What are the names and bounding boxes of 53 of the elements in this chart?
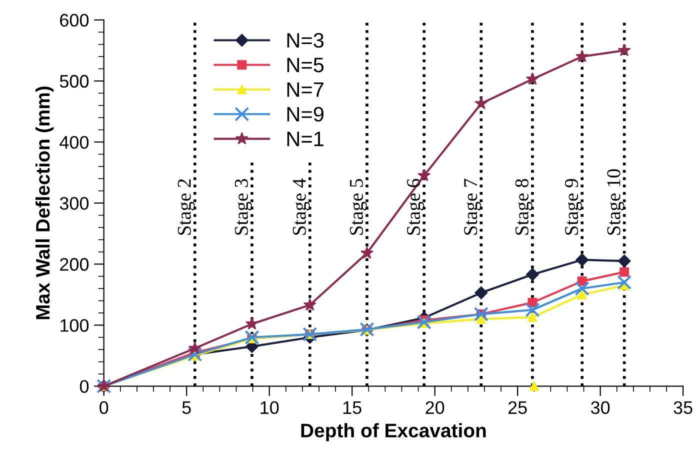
y-tick-label: 300 xyxy=(60,196,89,210)
x-tick-label: 25 xyxy=(508,401,527,414)
point xyxy=(620,267,630,277)
ref-line-label: Stage 7 xyxy=(464,178,482,235)
y-axis-title: Max Wall Deflection (mm) xyxy=(35,86,54,320)
x-tick-label: 35 xyxy=(674,401,692,414)
legend-label: N=1 xyxy=(287,132,324,146)
point xyxy=(529,381,539,392)
point xyxy=(576,253,589,266)
point xyxy=(618,254,631,268)
point xyxy=(474,286,488,300)
point xyxy=(576,50,589,62)
ref-line-label: Stage 4 xyxy=(292,178,310,235)
point xyxy=(416,314,432,330)
ref-line-label: Stage 5 xyxy=(350,179,367,235)
x-tick-label: 0 xyxy=(100,401,108,414)
point xyxy=(526,72,539,85)
ref-line-label: Stage 2 xyxy=(178,179,195,235)
ref-line-label: Stage 8 xyxy=(515,178,532,235)
point xyxy=(574,281,590,296)
point xyxy=(245,317,258,330)
point xyxy=(618,44,631,56)
point xyxy=(526,268,539,281)
ref-line-label: Stage 6 xyxy=(407,178,424,235)
point xyxy=(188,342,202,354)
legend-label: N=3 xyxy=(287,33,324,48)
point xyxy=(577,290,587,300)
point xyxy=(476,314,486,324)
point xyxy=(360,246,374,259)
legend-label: N=7 xyxy=(287,82,324,97)
x-tick-label: 10 xyxy=(260,401,279,414)
point xyxy=(617,275,632,290)
point xyxy=(525,302,540,318)
x-tick-label: 30 xyxy=(590,401,610,414)
legend-label: N=9 xyxy=(287,106,324,122)
x-tick-label: 5 xyxy=(182,401,191,414)
y-tick-label: 600 xyxy=(60,14,89,27)
x-axis-title: Depth of Excavation xyxy=(301,423,486,442)
point xyxy=(244,330,260,345)
ref-line-label: Stage 3 xyxy=(234,179,252,235)
y-tick-label: 100 xyxy=(60,319,89,332)
x-tick-label: 15 xyxy=(343,401,362,414)
x-tick-label: 20 xyxy=(426,401,444,414)
y-tick-label: 0 xyxy=(80,380,89,393)
y-tick-label: 200 xyxy=(60,258,89,271)
ref-line-label: Stage 9 xyxy=(565,179,582,235)
y-tick-label: 500 xyxy=(60,74,89,88)
point xyxy=(474,96,488,110)
point xyxy=(528,312,538,322)
legend-label: N=5 xyxy=(287,58,324,72)
y-tick-label: 400 xyxy=(60,136,89,149)
ref-line-label: Stage 10 xyxy=(607,169,624,235)
point xyxy=(303,298,316,311)
